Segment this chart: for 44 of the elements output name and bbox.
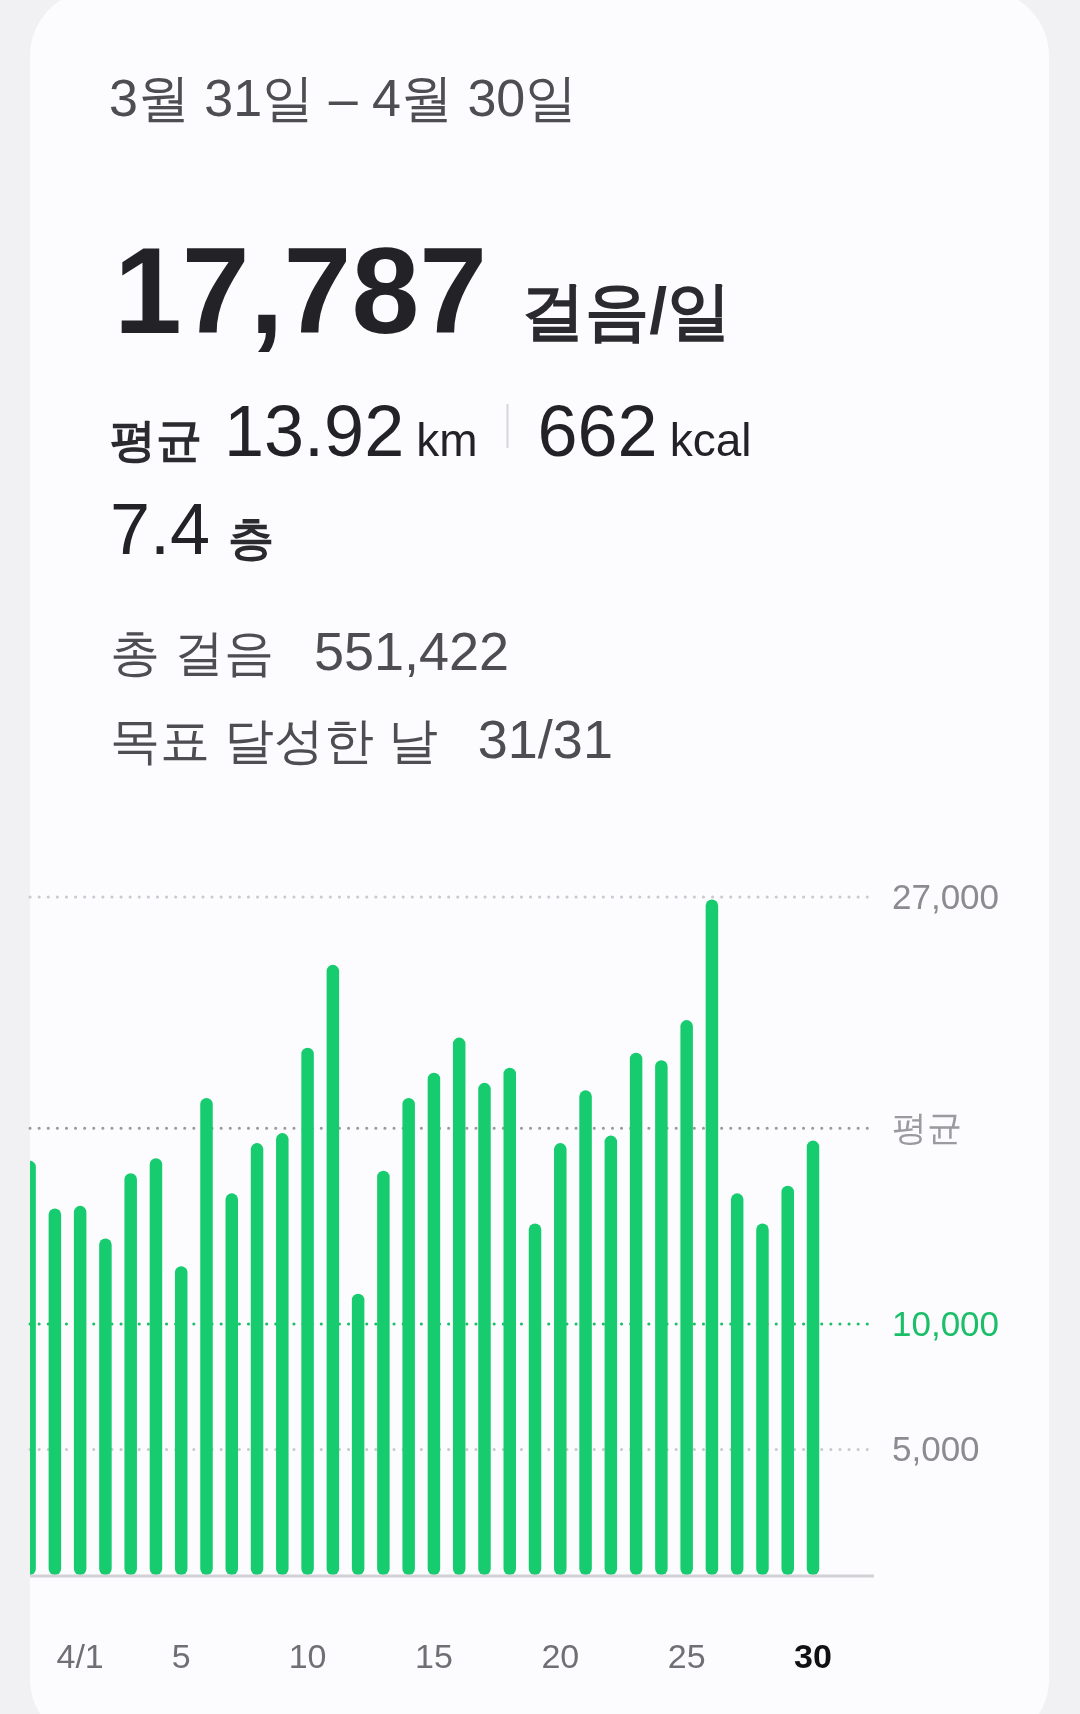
bar xyxy=(452,1037,466,1575)
x-tick-label: 5 xyxy=(171,1637,191,1675)
bar xyxy=(73,1205,87,1575)
bar xyxy=(705,899,719,1575)
chart-title: 3월 31일 – 4월 30일 xyxy=(109,69,578,127)
bar xyxy=(326,964,340,1575)
bar xyxy=(402,1097,415,1575)
bar xyxy=(276,1133,289,1575)
bar xyxy=(806,1140,820,1575)
bar xyxy=(579,1090,592,1575)
bar xyxy=(781,1185,794,1575)
y-tick-label: 27,000 xyxy=(892,877,1000,916)
bar xyxy=(629,1052,643,1575)
bar xyxy=(655,1060,668,1575)
x-tick-label: 10 xyxy=(288,1637,327,1675)
bar xyxy=(225,1193,239,1575)
bar xyxy=(200,1097,213,1575)
bar xyxy=(528,1223,542,1575)
bar xyxy=(48,1208,62,1575)
bar xyxy=(351,1293,365,1575)
bar xyxy=(99,1238,112,1575)
bar xyxy=(149,1158,163,1575)
bar xyxy=(554,1143,567,1575)
bar xyxy=(680,1020,693,1575)
ref-line-label: 10,000 xyxy=(892,1303,1000,1343)
x-tick-label: 20 xyxy=(541,1637,580,1675)
bar xyxy=(756,1223,769,1575)
bar xyxy=(730,1193,744,1575)
bar xyxy=(301,1047,314,1575)
bar xyxy=(604,1135,618,1575)
ref-line-label: 평균 xyxy=(892,1108,962,1148)
bar xyxy=(427,1072,441,1575)
header: 3월 31일 – 4월 30일 17,787 걸음/일 평균 13.92 km 662 kcal 7.4 층 총 걸음 551,422 목표 달성한 날 31/31 xyxy=(109,69,752,769)
bar xyxy=(478,1082,491,1575)
bar xyxy=(377,1170,390,1575)
bar xyxy=(250,1143,264,1575)
x-tick-label: 15 xyxy=(415,1637,453,1675)
x-tick-label: 4/1 xyxy=(56,1637,104,1675)
bar xyxy=(503,1067,516,1575)
y-tick-label: 5,000 xyxy=(892,1429,980,1469)
bar xyxy=(124,1173,137,1575)
x-tick-label: 30 xyxy=(794,1637,832,1675)
bar xyxy=(174,1266,188,1575)
x-tick-label: 25 xyxy=(667,1637,706,1675)
